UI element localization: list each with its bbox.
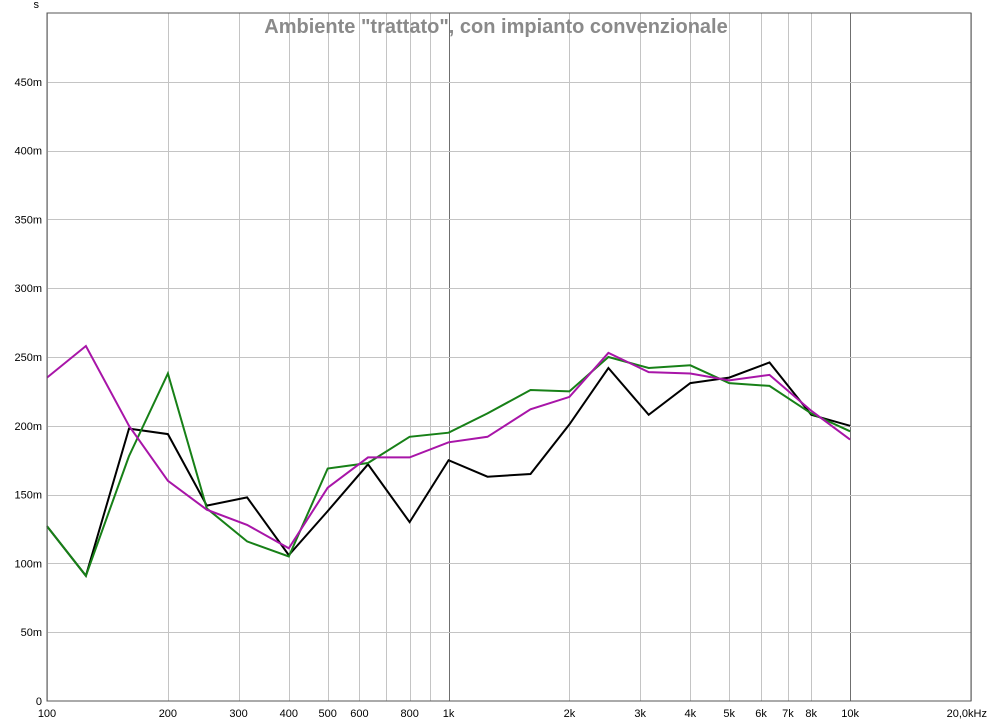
x-tick-label: 5k <box>723 708 735 720</box>
x-tick-labels: 100 200 300 400 500 600 800 1k 2k 3k 4k 5k 6k 7k 8k 10k… <box>38 708 987 720</box>
series-line-1 <box>46 361 851 578</box>
chart-title: Ambiente "trattato", con impianto conven… <box>264 16 727 38</box>
y-tick-label: 150m <box>14 490 42 502</box>
y-tick-labels: 0 50m 100m 150m 200m 250m 300m 350m 400m 450m <box>14 77 42 708</box>
y-tick-label: 450m <box>14 77 42 89</box>
y-tick-label: 50m <box>21 627 42 639</box>
y-axis-label: s <box>34 0 40 11</box>
series-layer <box>46 344 851 578</box>
x-tick-label: 300 <box>229 708 247 720</box>
grid <box>47 13 972 701</box>
y-tick-label: 100m <box>14 558 42 570</box>
y-tick-label: 200m <box>14 421 42 433</box>
y-tick-label: 0 <box>36 696 42 708</box>
x-tick-label: 2k <box>564 708 576 720</box>
x-tick-label: 200 <box>159 708 177 720</box>
x-tick-label: 800 <box>400 708 418 720</box>
series-line-3 <box>46 344 851 550</box>
x-tick-label: 600 <box>350 708 368 720</box>
x-tick-label: 20,0kHz <box>947 708 987 720</box>
x-tick-label: 3k <box>634 708 646 720</box>
x-tick-label: 7k <box>782 708 794 720</box>
x-tick-label: 10k <box>841 708 859 720</box>
y-tick-label: 400m <box>14 146 42 158</box>
x-tick-label: 100 <box>38 708 56 720</box>
x-tick-label: 1k <box>443 708 455 720</box>
y-tick-label: 350m <box>14 214 42 226</box>
y-tick-label: 250m <box>14 352 42 364</box>
x-tick-label: 400 <box>280 708 298 720</box>
x-tick-label: 500 <box>318 708 336 720</box>
plot-frame <box>46 12 972 702</box>
x-tick-label: 6k <box>755 708 767 720</box>
x-tick-label: 4k <box>685 708 697 720</box>
y-tick-label: 300m <box>14 283 42 295</box>
x-tick-label: 8k <box>805 708 817 720</box>
